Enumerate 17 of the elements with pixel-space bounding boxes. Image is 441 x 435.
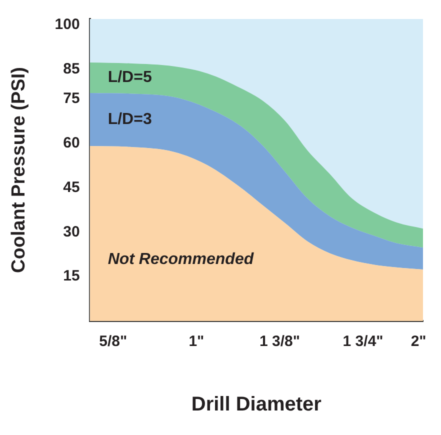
y-tick-label: 85 [63,60,80,78]
series-label: L/D=5 [108,69,152,86]
y-tick-label: 45 [63,178,80,196]
y-tick-label: 75 [63,90,80,108]
x-tick-label: 1" [188,333,204,350]
x-tick-label: 1 3/8" [259,333,300,350]
series-label: Not Recommended [108,251,255,268]
x-tick-label: 5/8" [99,333,128,350]
series-label: L/D=3 [108,110,152,128]
x-axis-title: Drill Diameter [191,394,322,416]
x-tick-label: 1 3/4" [342,333,384,350]
y-tick-label: 15 [63,268,80,285]
y-tick-label: 30 [63,223,80,240]
y-tick-label: 60 [63,134,80,152]
y-axis-title: Coolant Pressure (PSI) [8,67,30,273]
x-tick-label: 2" [410,333,426,350]
y-tick-label: 100 [54,16,80,34]
